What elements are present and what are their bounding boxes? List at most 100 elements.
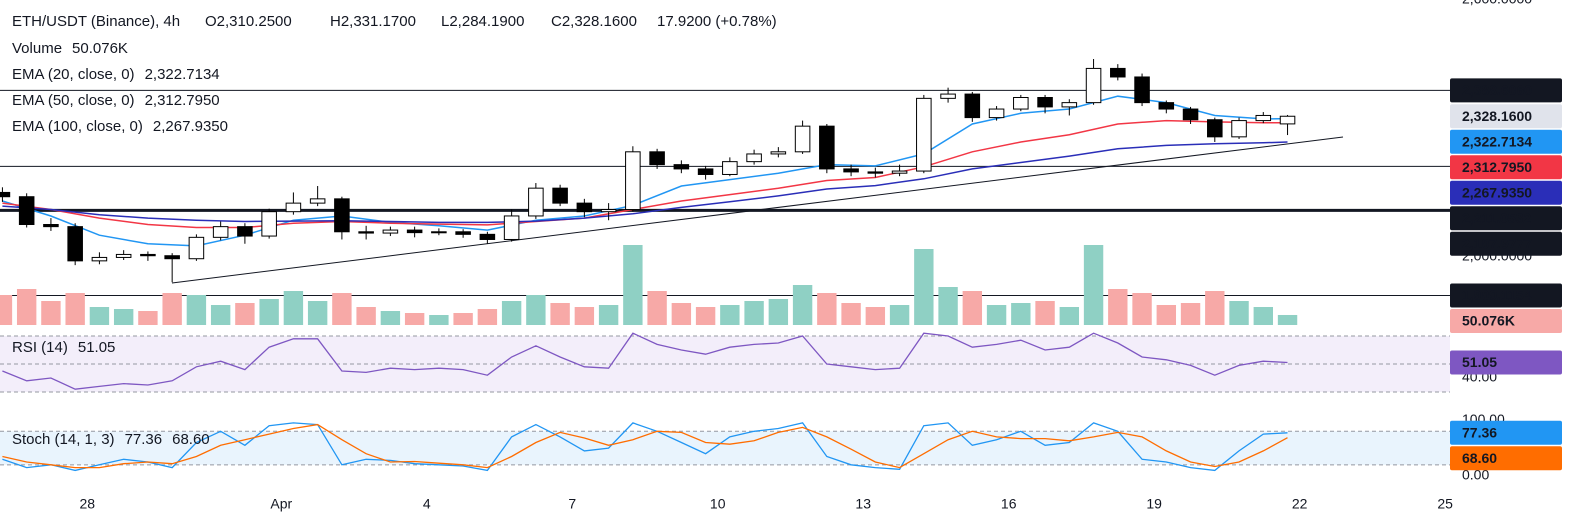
x-tick-label: 28: [80, 496, 96, 512]
volume-bar: [332, 293, 352, 325]
volume-bar: [210, 305, 231, 325]
volume-bar: [1035, 301, 1055, 325]
volume-bar: [768, 299, 789, 325]
volume-bar: [186, 295, 207, 325]
x-tick-label: 25: [1437, 496, 1453, 512]
volume-bar: [41, 301, 61, 325]
x-tick-label: 16: [1001, 496, 1017, 512]
ema-legend-value: 2,312.7950: [145, 92, 220, 109]
level-label: 2,107.9777: [1462, 235, 1532, 251]
candle-body: [916, 97, 932, 172]
candle-body: [1182, 108, 1199, 121]
volume-bar: [598, 305, 619, 325]
candle-body: [309, 198, 326, 204]
volume-bar: [817, 293, 837, 325]
volume-legend: Volume: [12, 40, 62, 57]
ema-price-label: 2,312.7950: [1462, 159, 1532, 175]
level-label-box: [1450, 78, 1562, 103]
candle-body: [479, 233, 496, 240]
volume-legend-value: 50.076K: [72, 40, 128, 57]
x-tick-label: 22: [1292, 496, 1308, 512]
candle-body: [164, 255, 180, 260]
candle-body: [212, 226, 229, 238]
stoch-line: [2, 423, 1288, 469]
volume-bar: [16, 289, 37, 325]
close-text: C2,328.1600: [551, 13, 637, 30]
volume-bar: [550, 303, 570, 325]
background-layer: [0, 335, 1450, 466]
ema-legend-value: 2,322.7134: [145, 66, 220, 83]
volume-bar: [259, 299, 279, 325]
volume-bar: [501, 301, 522, 325]
candle-body: [1110, 67, 1126, 78]
volume-bar: [162, 293, 182, 325]
candle-body: [988, 108, 1005, 119]
ema-line: [2, 141, 1288, 224]
volume-bar: [647, 291, 667, 325]
ema-price-label-box: [1450, 155, 1562, 180]
candle-body: [746, 153, 762, 163]
candle-body: [503, 215, 520, 240]
candle-body: [0, 191, 11, 198]
candle-body: [794, 125, 811, 153]
candle-body: [1279, 115, 1296, 125]
candle-body: [819, 125, 835, 170]
candle-body: [600, 209, 617, 213]
level-label: 2,211.0532: [1462, 210, 1532, 226]
volume-bar: [1205, 291, 1225, 325]
axis-layer: 2,600.00002,000.000040.00100.000.0028Apr…: [80, 0, 1574, 526]
candle-body: [1158, 102, 1175, 110]
ema-legend: EMA (20, close, 0): [12, 66, 135, 83]
ema-price-label: 2,267.9350: [1462, 184, 1532, 200]
volume-bar: [671, 303, 692, 325]
candle-body: [673, 164, 690, 170]
volume-bar: [113, 309, 134, 325]
candle-body: [1085, 67, 1102, 104]
candle-body: [1037, 97, 1053, 108]
volume-bar: [283, 291, 304, 325]
candle-body: [18, 196, 35, 226]
volume-bar: [1011, 303, 1031, 325]
candle-body: [528, 187, 544, 217]
candle-body: [382, 229, 399, 234]
volume-bar: [477, 309, 498, 325]
candle-body: [1061, 102, 1078, 108]
change-text: 17.9200 (+0.78%): [657, 13, 777, 30]
candle-body: [285, 202, 302, 213]
volume-bar: [1083, 245, 1104, 325]
volume-bar: [429, 315, 449, 325]
stoch-legend: Stoch (14, 1, 3): [12, 431, 115, 448]
ema-price-label: 2,322.7134: [1462, 133, 1532, 149]
rsi-label: 51.05: [1462, 354, 1497, 370]
volume-bar: [235, 303, 255, 325]
candle-body: [237, 226, 253, 237]
volume-bar: [404, 313, 425, 325]
high-text: H2,331.1700: [330, 13, 416, 30]
stoch-line: [2, 422, 1288, 472]
volume-bar: [1108, 289, 1128, 325]
level-label-box: [1450, 283, 1562, 308]
open-text: O2,310.2500: [205, 13, 292, 30]
candle-body: [1207, 119, 1223, 138]
candle-body: [188, 236, 205, 260]
candle-body: [261, 211, 277, 237]
volume-bar: [792, 285, 813, 325]
volume-bar: [574, 307, 595, 325]
chart-title: ETH/USDT (Binance), 4h: [12, 13, 180, 30]
volume-bar: [380, 311, 401, 325]
volume-bar: [1132, 293, 1152, 325]
ema-legend-value: 2,267.9350: [153, 118, 228, 135]
candle-body: [552, 187, 568, 204]
candle-body: [1013, 97, 1029, 110]
volume-bar: [1156, 305, 1177, 325]
rsi-legend: RSI (14): [12, 339, 68, 356]
candle-body: [43, 224, 59, 228]
ema-legend: EMA (50, close, 0): [12, 92, 135, 109]
volume-bar: [1059, 307, 1080, 325]
rsi-legend-value: 51.05: [78, 339, 116, 356]
x-tick-label: 13: [855, 496, 871, 512]
candle-body: [576, 202, 593, 213]
stoch-legend-value: 68.60: [172, 431, 210, 448]
candle-body: [1255, 114, 1272, 122]
volume-bar: [1253, 307, 1273, 325]
